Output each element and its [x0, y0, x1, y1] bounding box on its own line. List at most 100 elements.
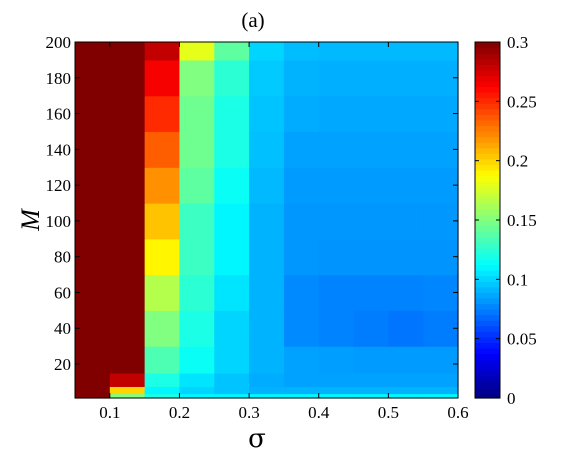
- colorbar-segment: [475, 153, 500, 160]
- colorbar-segment: [475, 364, 500, 371]
- colorbar-ticks: 0 0.05 0.1 0.15 0.2 0.25 0.3: [475, 33, 537, 408]
- colorbar-segment: [475, 53, 500, 60]
- heatmap-cell: [179, 386, 215, 395]
- heatmap-cell: [318, 386, 355, 395]
- heatmap-cell: [179, 167, 215, 204]
- colorbar-segment: [475, 286, 500, 293]
- heatmap-cell: [423, 386, 459, 395]
- colorbar-segment: [475, 203, 500, 210]
- heatmap-cell: [214, 42, 250, 61]
- heatmap-cell: [283, 310, 320, 347]
- heatmap-cell: [388, 203, 424, 240]
- y-tick-label: 180: [46, 69, 72, 88]
- heatmap-cell: [283, 131, 320, 168]
- heatmap-cell: [318, 346, 355, 374]
- colorbar-segment: [475, 375, 500, 382]
- heatmap-cell: [318, 372, 355, 387]
- colorbar-segment: [475, 309, 500, 316]
- heatmap-cell: [179, 274, 215, 311]
- colorbar-segment: [475, 225, 500, 232]
- heatmap-cell: [179, 203, 215, 240]
- heatmap-cell: [214, 310, 250, 347]
- colorbar-segment: [475, 80, 500, 88]
- heatmap-cell: [423, 346, 459, 374]
- colorbar-segment: [475, 386, 500, 394]
- heatmap-cell: [283, 59, 320, 97]
- heatmap-cell: [249, 131, 285, 168]
- heatmap-cell: [75, 131, 111, 168]
- heatmap-cell: [388, 42, 424, 61]
- heatmap-cell: [318, 310, 355, 347]
- heatmap-cell: [214, 167, 250, 204]
- plot-frame: [74, 41, 459, 399]
- heatmap-cell: [109, 131, 146, 168]
- heatmap-cell: [318, 203, 355, 240]
- heatmap-cell: [249, 346, 285, 374]
- heatmap-cell: [144, 386, 181, 395]
- heatmap-cell: [75, 386, 111, 395]
- colorbar-segment: [475, 370, 500, 377]
- heatmap-cell: [75, 393, 111, 399]
- heatmap-cell: [109, 95, 146, 133]
- heatmap-cell: [109, 310, 146, 347]
- heatmap-cell: [214, 238, 250, 276]
- y-tick-label: 140: [46, 140, 72, 159]
- colorbar-segment: [475, 192, 500, 199]
- heatmap-cell: [144, 310, 181, 347]
- colorbar-segment: [475, 281, 500, 288]
- chart-title: (a): [241, 8, 264, 32]
- heatmap-cell: [423, 59, 459, 97]
- heatmap-cell: [388, 393, 424, 399]
- heatmap-cell: [214, 346, 250, 374]
- heatmap-cell: [144, 59, 181, 97]
- heatmap-cell: [283, 346, 320, 374]
- heatmap-cell: [423, 95, 459, 133]
- y-tick-label: 60: [54, 283, 71, 302]
- y-axis-label: M: [16, 208, 45, 232]
- heatmap-cell: [318, 393, 355, 399]
- y-tick-label: 40: [54, 319, 71, 338]
- heatmap-cell: [179, 131, 215, 168]
- heatmap-cell: [423, 372, 459, 387]
- heatmap-cell: [179, 310, 215, 347]
- heatmap-cell: [75, 310, 111, 347]
- colorbar-segment: [475, 303, 500, 310]
- heatmap-cell: [214, 203, 250, 240]
- heatmap-cell: [214, 372, 250, 387]
- heatmap-cell: [423, 274, 459, 311]
- heatmap-cell: [179, 238, 215, 276]
- heatmap-cell: [353, 59, 389, 97]
- colorbar-segment: [475, 175, 500, 182]
- heatmap-cell: [388, 95, 424, 133]
- heatmap-cell: [283, 274, 320, 311]
- colorbar-segment: [475, 325, 500, 332]
- heatmap-cell: [283, 95, 320, 133]
- heatmap-cell: [179, 393, 215, 399]
- colorbar-segment: [475, 64, 500, 71]
- heatmap-cell: [109, 386, 146, 395]
- colorbar-tick-label: 0.25: [507, 92, 537, 111]
- heatmap-cell: [144, 95, 181, 133]
- colorbar-tick-label: 0: [507, 389, 516, 408]
- y-tick-label: 100: [46, 212, 72, 231]
- colorbar-segment: [475, 164, 500, 171]
- heatmap-cell: [144, 167, 181, 204]
- colorbar-segment: [475, 47, 500, 54]
- heatmap-cell: [388, 238, 424, 276]
- heatmap-cell: [423, 238, 459, 276]
- heatmap-cell: [423, 203, 459, 240]
- heatmap-cell: [283, 203, 320, 240]
- colorbar-segment: [475, 342, 500, 349]
- heatmap-cell: [179, 59, 215, 97]
- colorbar-segment: [475, 86, 500, 93]
- colorbar-segment: [475, 275, 500, 282]
- colorbar-segment: [475, 181, 500, 188]
- heatmap-cell: [318, 238, 355, 276]
- colorbar-segment: [475, 197, 500, 204]
- heatmap-cell: [179, 95, 215, 133]
- colorbar-segment: [475, 125, 500, 132]
- heatmap-cell: [249, 167, 285, 204]
- colorbar-segment: [475, 353, 500, 360]
- colorbar-segment: [475, 236, 500, 243]
